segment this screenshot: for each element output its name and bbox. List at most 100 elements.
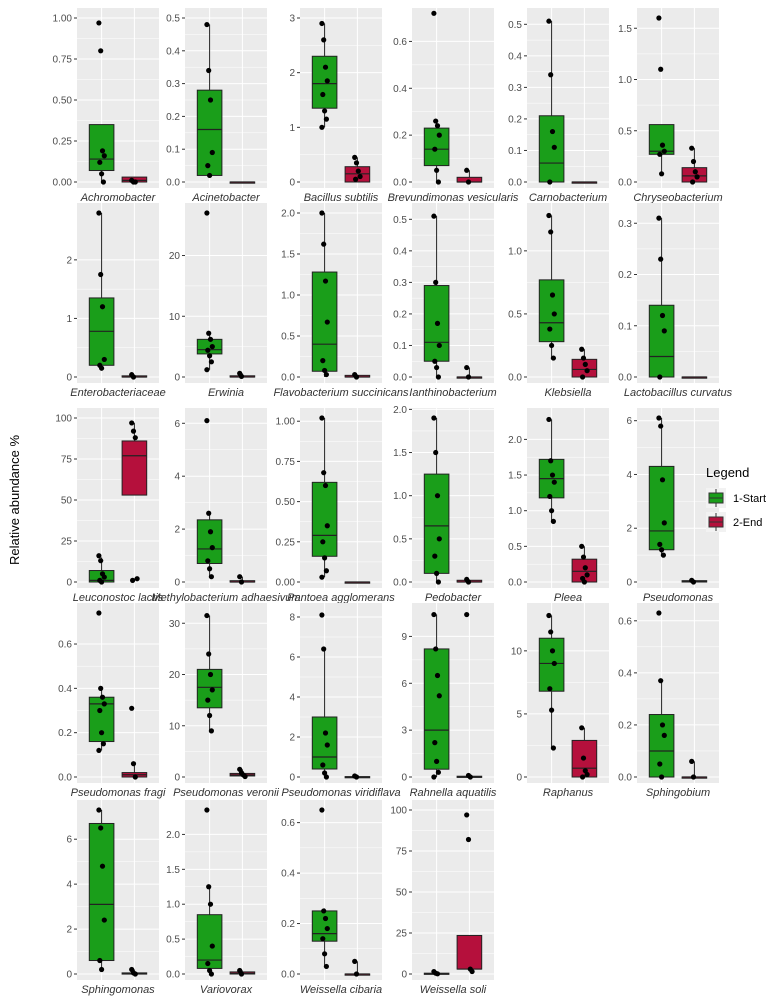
data-point xyxy=(207,336,214,342)
panel-background xyxy=(77,408,159,588)
box-start xyxy=(423,415,450,585)
data-point xyxy=(657,151,663,157)
data-point xyxy=(469,968,475,975)
box-end xyxy=(681,577,708,585)
y-tick-label: 0.75 xyxy=(53,55,73,66)
box-start xyxy=(196,418,223,580)
data-point xyxy=(548,629,554,635)
data-point xyxy=(689,758,695,764)
data-point xyxy=(101,574,107,580)
y-tick-label: 1.0 xyxy=(393,491,407,502)
data-point xyxy=(238,373,245,379)
data-point xyxy=(97,707,103,714)
y-tick-label: 2 xyxy=(626,524,632,535)
data-point xyxy=(132,435,138,441)
y-tick-label: 0 xyxy=(174,773,180,784)
data-point xyxy=(322,108,328,114)
data-point xyxy=(99,730,105,736)
facet-label: Sphingomonas xyxy=(81,984,155,996)
data-point xyxy=(433,279,439,285)
data-point xyxy=(100,741,106,747)
y-tick-label: 0.6 xyxy=(58,640,72,651)
data-point xyxy=(435,769,441,775)
box-iqr xyxy=(196,89,223,176)
box-end xyxy=(121,372,148,380)
y-tick-label: 2.0 xyxy=(393,405,407,416)
data-point xyxy=(319,210,325,216)
box-end xyxy=(121,705,148,780)
y-tick-label: 0.25 xyxy=(53,137,73,148)
y-tick-label: 0.3 xyxy=(393,278,407,289)
data-point xyxy=(99,863,106,869)
box-start xyxy=(538,212,565,361)
panel-enterobacteriaceae: 0 1 2 Enterobacteriaceae xyxy=(66,203,166,399)
data-point xyxy=(464,364,470,371)
box-start xyxy=(196,612,223,734)
data-point xyxy=(98,271,104,278)
y-tick-label: 0.1 xyxy=(508,146,522,157)
box-end xyxy=(456,576,483,585)
data-point xyxy=(656,610,662,616)
y-tick-label: 0.0 xyxy=(618,178,632,189)
data-point xyxy=(467,774,473,780)
box-iqr xyxy=(311,55,338,109)
box-end xyxy=(121,176,148,185)
box-end xyxy=(571,543,598,585)
data-point xyxy=(434,971,441,977)
box-end xyxy=(229,766,256,780)
y-tick-label: 0.6 xyxy=(618,616,632,627)
y-tick-label: 2 xyxy=(66,255,72,266)
data-point xyxy=(320,358,326,364)
data-point xyxy=(580,374,586,380)
data-point xyxy=(658,66,664,72)
data-point xyxy=(546,612,552,619)
data-point xyxy=(551,311,557,317)
data-point xyxy=(657,374,663,380)
box-end xyxy=(681,376,708,379)
data-point xyxy=(584,572,590,578)
data-point xyxy=(582,361,588,367)
data-point xyxy=(549,292,556,298)
data-point xyxy=(433,118,439,124)
y-tick-label: 0.0 xyxy=(166,970,180,981)
box-start xyxy=(311,415,338,580)
y-tick-label: 1 xyxy=(289,123,295,134)
data-point xyxy=(661,520,667,526)
box-end xyxy=(229,370,256,379)
y-tick-label: 20 xyxy=(169,251,181,262)
y-tick-label: 6 xyxy=(174,419,180,430)
facet-label: Carnobacterium xyxy=(529,192,607,204)
data-point xyxy=(101,356,107,363)
y-tick-label: 0.0 xyxy=(58,773,72,784)
box-iqr xyxy=(311,716,338,770)
facet-label: Rahnella aquatilis xyxy=(410,787,497,799)
y-tick-label: 0.2 xyxy=(618,720,632,731)
box-start xyxy=(311,807,338,970)
y-tick-label: 0.4 xyxy=(393,246,407,257)
data-point xyxy=(205,347,211,353)
y-tick-label: 6 xyxy=(626,416,632,427)
data-point xyxy=(129,705,135,711)
data-point xyxy=(322,482,329,489)
data-point xyxy=(206,884,212,890)
data-point xyxy=(352,154,358,160)
box-iqr xyxy=(121,440,148,496)
data-point xyxy=(690,579,697,585)
y-tick-label: 0.4 xyxy=(618,668,632,679)
y-tick-label: 0.0 xyxy=(618,373,632,384)
data-point xyxy=(431,213,437,219)
data-point xyxy=(321,37,327,43)
data-point xyxy=(322,278,329,284)
box-start xyxy=(423,10,450,185)
facet-label: Pseudomonas veronii xyxy=(173,787,279,799)
box-end xyxy=(681,145,708,185)
data-point xyxy=(659,722,666,728)
data-point xyxy=(431,10,437,16)
data-point xyxy=(661,328,667,334)
y-tick-label: 0.3 xyxy=(618,219,632,230)
data-point xyxy=(659,142,666,148)
y-tick-label: 0.50 xyxy=(276,497,296,508)
data-point xyxy=(319,415,325,421)
